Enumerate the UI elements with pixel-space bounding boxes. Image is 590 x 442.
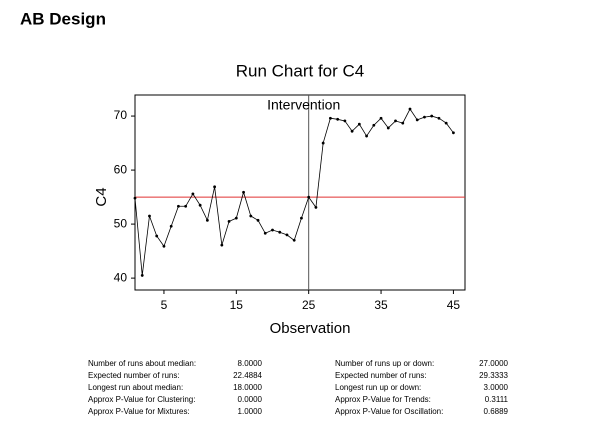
data-point — [430, 114, 434, 118]
stat-label: Number of runs about median: — [88, 359, 196, 368]
stat-value: 29.3333 — [479, 371, 508, 380]
data-point — [220, 243, 224, 247]
x-tick-label: 15 — [230, 298, 244, 312]
x-tick-label: 5 — [161, 298, 168, 312]
y-tick-label: 40 — [114, 270, 128, 284]
data-point — [343, 119, 347, 123]
data-point — [285, 233, 289, 237]
stat-value: 22.4884 — [233, 371, 262, 380]
data-point — [271, 228, 274, 232]
data-point — [336, 117, 340, 121]
data-point — [321, 141, 325, 145]
data-point — [401, 121, 405, 125]
stat-value: 0.0000 — [238, 395, 263, 404]
stat-label: Longest run up or down: — [335, 383, 421, 392]
stat-value: 0.3111 — [485, 395, 509, 404]
heading: AB Design — [20, 9, 106, 28]
stat-label: Approx P-Value for Clustering: — [88, 395, 195, 404]
plot-frame — [134, 94, 466, 291]
x-tick-label: 45 — [447, 298, 461, 312]
data-point — [415, 118, 419, 122]
stat-value: 18.0000 — [233, 383, 262, 392]
data-point — [278, 230, 282, 234]
data-point — [148, 214, 151, 218]
stat-label: Expected number of runs: — [88, 371, 180, 380]
data-point — [184, 204, 188, 208]
stat-value: 0.6889 — [484, 407, 509, 416]
data-point — [379, 116, 383, 120]
data-point — [300, 216, 303, 220]
y-axis-label: C4 — [93, 187, 110, 206]
x-axis-label: Observation — [270, 320, 351, 337]
data-point — [394, 119, 397, 123]
stat-value: 1.0000 — [238, 407, 263, 416]
stat-label: Approx P-Value for Mixtures: — [88, 407, 190, 416]
chart-title: Run Chart for C4 — [236, 61, 365, 80]
data-point — [234, 216, 238, 220]
data-point — [140, 274, 144, 277]
stat-value: 3.0000 — [484, 383, 509, 392]
y-tick-label: 70 — [114, 108, 128, 122]
data-point — [249, 214, 253, 218]
data-point — [162, 244, 166, 248]
data-point — [227, 219, 231, 223]
data-point — [213, 185, 217, 189]
data-point — [437, 116, 441, 120]
stat-value: 27.0000 — [479, 359, 508, 368]
data-line — [134, 108, 454, 276]
data-point — [198, 203, 202, 207]
data-point — [357, 122, 361, 126]
data-point — [314, 205, 318, 209]
data-point — [256, 218, 260, 222]
data-point — [328, 116, 332, 120]
data-point — [169, 224, 173, 228]
data-point — [408, 107, 412, 111]
stat-label: Approx P-Value for Trends: — [335, 395, 431, 404]
data-point — [444, 121, 448, 125]
data-point — [386, 126, 390, 130]
stat-label: Number of runs up or down: — [335, 359, 434, 368]
data-point — [365, 134, 368, 138]
data-point — [307, 195, 311, 199]
data-point — [177, 204, 180, 208]
data-point — [155, 234, 159, 238]
data-point — [263, 231, 267, 235]
stat-label: Approx P-Value for Oscillation: — [335, 407, 443, 416]
annotation: Intervention — [267, 97, 340, 113]
stat-label: Longest run about median: — [88, 383, 183, 392]
data-point — [372, 123, 376, 127]
data-point — [133, 196, 137, 200]
data-point — [292, 238, 296, 242]
stat-label: Expected number of runs: — [335, 371, 427, 380]
x-tick-label: 25 — [302, 298, 316, 312]
data-point — [350, 129, 354, 133]
stat-value: 8.0000 — [238, 359, 263, 368]
data-point — [452, 131, 455, 135]
data-point — [242, 190, 245, 194]
x-tick-label: 35 — [374, 298, 388, 312]
data-point — [191, 192, 195, 196]
data-point — [205, 218, 209, 222]
data-point — [423, 115, 426, 119]
y-tick-label: 50 — [114, 216, 128, 230]
y-tick-label: 60 — [114, 162, 128, 176]
